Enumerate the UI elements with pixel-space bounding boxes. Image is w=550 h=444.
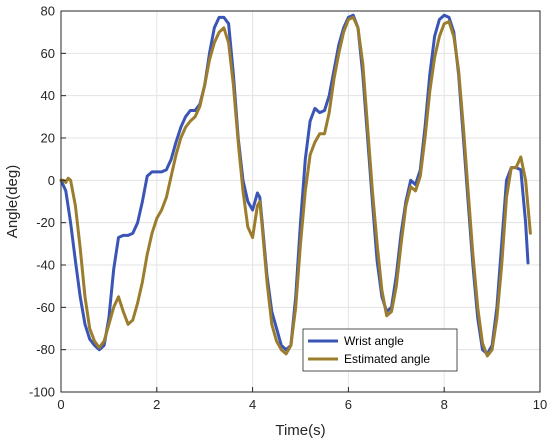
x-tick-label: 8	[441, 397, 448, 412]
y-axis-label: Angle(deg)	[4, 165, 21, 238]
x-axis: 0 2 4 6 8 10	[57, 387, 547, 412]
y-tick-label: -20	[36, 215, 55, 230]
legend-box	[302, 328, 458, 372]
y-tick-label: 40	[41, 88, 55, 103]
legend-label-wrist-angle: Wrist angle	[344, 334, 404, 348]
x-tick-label: 0	[57, 397, 64, 412]
y-axis: -100 -80 -60 -40 -20 0 20 40 60 80	[29, 4, 66, 400]
legend: Wrist angle Estimated angle	[302, 328, 458, 372]
series-layer	[59, 13, 532, 358]
y-tick-label: -100	[29, 385, 55, 400]
y-tick-label: 20	[41, 131, 55, 146]
series-line-estimated-angle	[59, 15, 532, 358]
x-tick-label: 6	[345, 397, 352, 412]
x-tick-label: 2	[153, 397, 160, 412]
y-tick-label: 0	[48, 173, 55, 188]
y-tick-label: 60	[41, 46, 55, 61]
legend-label-estimated-angle: Estimated angle	[344, 352, 430, 366]
y-tick-label: -80	[36, 342, 55, 357]
x-tick-label: 4	[249, 397, 256, 412]
y-tick-label: 80	[41, 4, 55, 19]
x-axis-label: Time(s)	[275, 422, 325, 439]
x-tick-label: 10	[533, 397, 547, 412]
plot-frame	[60, 10, 541, 393]
y-tick-label: -40	[36, 258, 55, 273]
y-tick-label: -60	[36, 300, 55, 315]
